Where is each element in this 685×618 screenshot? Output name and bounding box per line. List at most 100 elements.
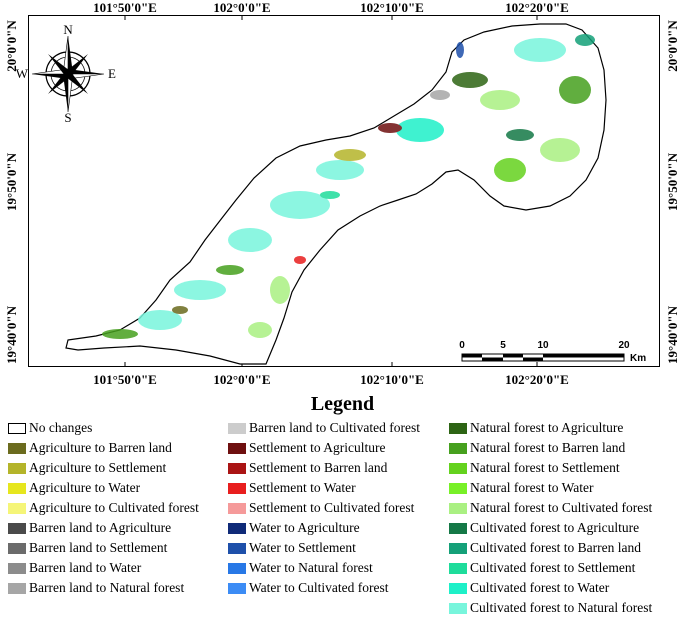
legend-item: Barren land to Agriculture bbox=[8, 518, 199, 538]
legend-label: Natural forest to Agriculture bbox=[470, 420, 624, 435]
compass-w: W bbox=[16, 66, 29, 81]
legend-item: Settlement to Agriculture bbox=[228, 438, 420, 458]
legend-swatch bbox=[228, 542, 246, 554]
legend-column-3: Natural forest to Agriculture Natural for… bbox=[449, 418, 652, 618]
legend-swatch bbox=[449, 482, 467, 494]
legend-label: Settlement to Cultivated forest bbox=[249, 500, 415, 515]
legend-label: Barren land to Agriculture bbox=[29, 520, 172, 535]
legend-swatch bbox=[228, 482, 246, 494]
legend-swatch bbox=[449, 602, 467, 614]
legend-label: Barren land to Cultivated forest bbox=[249, 420, 420, 435]
legend-swatch bbox=[8, 502, 26, 514]
legend-label: Agriculture to Cultivated forest bbox=[29, 500, 199, 515]
legend-item: Natural forest to Cultivated forest bbox=[449, 498, 652, 518]
legend-item: Settlement to Barren land bbox=[228, 458, 420, 478]
legend-item: Cultivated forest to Barren land bbox=[449, 538, 652, 558]
legend-label: Agriculture to Barren land bbox=[29, 440, 172, 455]
coord-right-3: 19°40'0"N bbox=[665, 306, 680, 364]
scale-bar: 0 5 10 20 Km bbox=[459, 340, 646, 364]
coord-left-3: 19°40'0"N bbox=[4, 306, 19, 364]
legend-swatch bbox=[8, 522, 26, 534]
legend-label: Water to Settlement bbox=[249, 540, 356, 555]
legend-swatch bbox=[449, 442, 467, 454]
legend-item: Water to Cultivated forest bbox=[228, 578, 420, 598]
legend-item: No changes bbox=[8, 418, 199, 438]
legend-label: Barren land to Water bbox=[29, 560, 142, 575]
legend-item: Cultivated forest to Settlement bbox=[449, 558, 652, 578]
legend-swatch bbox=[449, 502, 467, 514]
legend-label: Cultivated forest to Barren land bbox=[470, 540, 641, 555]
compass-e: E bbox=[108, 66, 116, 81]
legend-label: Natural forest to Barren land bbox=[470, 440, 626, 455]
legend-swatch bbox=[8, 482, 26, 494]
legend-label: Cultivated forest to Natural forest bbox=[470, 600, 653, 615]
legend-item: Agriculture to Settlement bbox=[8, 458, 199, 478]
legend-swatch bbox=[449, 562, 467, 574]
legend-label: Agriculture to Water bbox=[29, 480, 141, 495]
scale-tick-20: 20 bbox=[618, 340, 630, 351]
legend-label: Cultivated forest to Water bbox=[470, 580, 610, 595]
legend-swatch bbox=[228, 562, 246, 574]
legend-label: No changes bbox=[29, 420, 93, 435]
legend-swatch bbox=[228, 502, 246, 514]
legend-title: Legend bbox=[310, 393, 375, 415]
legend-item: Barren land to Cultivated forest bbox=[228, 418, 420, 438]
scale-tick-0: 0 bbox=[459, 340, 465, 351]
legend-label: Water to Natural forest bbox=[249, 560, 373, 575]
legend-label: Settlement to Water bbox=[249, 480, 356, 495]
legend-swatch bbox=[8, 542, 26, 554]
legend-swatch bbox=[228, 582, 246, 594]
legend-label: Barren land to Natural forest bbox=[29, 580, 185, 595]
compass-n: N bbox=[63, 22, 73, 37]
legend-label: Agriculture to Settlement bbox=[29, 460, 167, 475]
legend-swatch bbox=[228, 522, 246, 534]
north-arrow-icon: N S E W bbox=[16, 22, 116, 125]
legend-item: Agriculture to Barren land bbox=[8, 438, 199, 458]
coord-bottom-2: 102°0'0"E bbox=[213, 372, 271, 387]
scale-tick-5: 5 bbox=[500, 340, 506, 351]
coord-left-2: 19°50'0"N bbox=[4, 153, 19, 211]
legend-item: Barren land to Settlement bbox=[8, 538, 199, 558]
legend-item: Water to Settlement bbox=[228, 538, 420, 558]
legend-swatch bbox=[8, 462, 26, 474]
coord-right-2: 19°50'0"N bbox=[665, 153, 680, 211]
coord-bottom-4: 102°20'0"E bbox=[505, 372, 569, 387]
legend-item: Water to Agriculture bbox=[228, 518, 420, 538]
coord-top-2: 102°0'0"E bbox=[213, 0, 271, 15]
legend-item: Settlement to Cultivated forest bbox=[228, 498, 420, 518]
coord-bottom-3: 102°10'0"E bbox=[360, 372, 424, 387]
legend-swatch bbox=[228, 422, 246, 434]
legend-item: Barren land to Water bbox=[8, 558, 199, 578]
legend-column-2: Barren land to Cultivated forest Settleme… bbox=[228, 418, 420, 598]
legend-swatch bbox=[8, 442, 26, 454]
legend-item: Barren land to Natural forest bbox=[8, 578, 199, 598]
legend-swatch bbox=[228, 442, 246, 454]
legend-label: Barren land to Settlement bbox=[29, 540, 168, 555]
scale-unit: Km bbox=[630, 353, 646, 364]
coord-top-4: 102°20'0"E bbox=[505, 0, 569, 15]
coord-top-3: 102°10'0"E bbox=[360, 0, 424, 15]
legend-swatch bbox=[449, 582, 467, 594]
legend-item: Natural forest to Settlement bbox=[449, 458, 652, 478]
legend-swatch bbox=[228, 462, 246, 474]
legend-swatch bbox=[449, 422, 467, 434]
legend-item: Natural forest to Water bbox=[449, 478, 652, 498]
legend-item: Water to Natural forest bbox=[228, 558, 420, 578]
coord-left-1: 20°0'0"N bbox=[4, 20, 19, 72]
legend-label: Natural forest to Water bbox=[470, 480, 594, 495]
legend-swatch bbox=[449, 542, 467, 554]
legend-item: Settlement to Water bbox=[228, 478, 420, 498]
legend-swatch bbox=[8, 582, 26, 594]
legend-item: Agriculture to Water bbox=[8, 478, 199, 498]
coord-top-1: 101°50'0"E bbox=[93, 0, 157, 15]
change-patches bbox=[102, 34, 595, 339]
legend-label: Natural forest to Settlement bbox=[470, 460, 620, 475]
legend-label: Cultivated forest to Agriculture bbox=[470, 520, 640, 535]
legend-label: Water to Cultivated forest bbox=[249, 580, 389, 595]
legend-column-1: No changes Agriculture to Barren land Agri… bbox=[8, 418, 199, 598]
legend-label: Settlement to Barren land bbox=[249, 460, 388, 475]
legend-label: Settlement to Agriculture bbox=[249, 440, 386, 455]
legend-label: Water to Agriculture bbox=[249, 520, 360, 535]
coord-bottom-1: 101°50'0"E bbox=[93, 372, 157, 387]
legend-swatch bbox=[449, 462, 467, 474]
